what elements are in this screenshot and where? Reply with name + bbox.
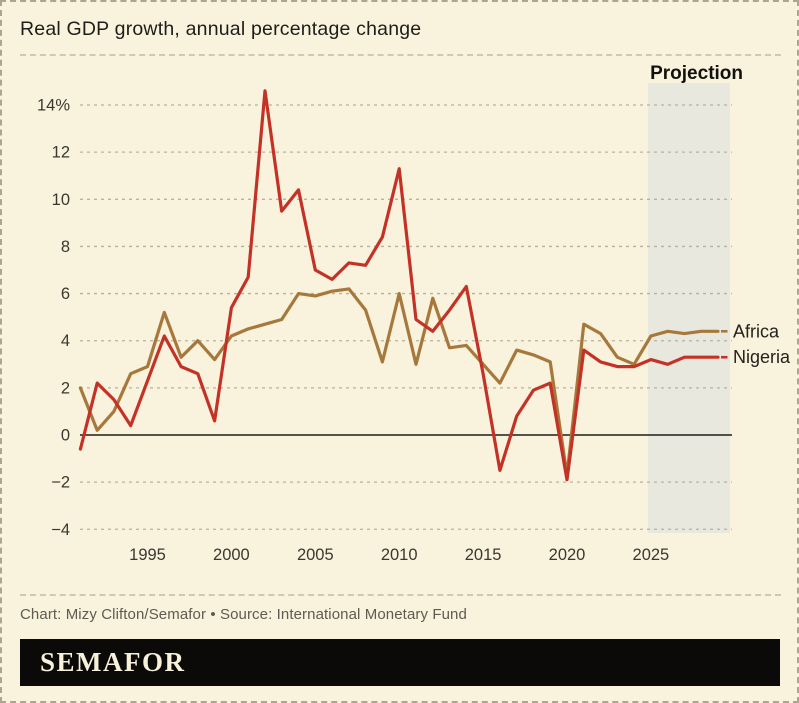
semafor-logo-bar: SEMAFOR — [20, 639, 780, 686]
gdp-growth-line-chart: 14% 12 10 8 6 4 2 0 −2 −4 1995 2000 2005 2010 2015 2020… — [37, 63, 791, 564]
x-tick-label: 2010 — [381, 546, 418, 564]
y-tick-label: 8 — [61, 238, 70, 256]
y-tick-label: 2 — [61, 379, 70, 397]
credit-line: Chart: Mizy Clifton/Semafor • Source: In… — [20, 606, 467, 623]
x-tick-label: 2015 — [465, 546, 502, 564]
x-tick-label: 2000 — [213, 546, 250, 564]
title-divider — [20, 54, 781, 56]
nigeria-line — [78, 89, 720, 482]
projection-band — [647, 83, 731, 533]
y-tick-label: 0 — [61, 427, 70, 445]
x-tick-label: 2025 — [633, 546, 670, 564]
series-label-africa: Africa — [733, 321, 780, 341]
y-tick-label: 14% — [37, 97, 70, 115]
y-tick-label: −4 — [51, 521, 70, 539]
y-tick-label: −2 — [51, 474, 70, 492]
chart-title: Real GDP growth, annual percentage chang… — [20, 18, 422, 40]
y-tick-label: 4 — [61, 332, 70, 350]
series-label-nigeria: Nigeria — [733, 347, 791, 367]
x-tick-label: 2020 — [549, 546, 586, 564]
africa-line — [78, 287, 720, 477]
y-tick-label: 12 — [52, 144, 70, 162]
footer-divider — [20, 594, 781, 596]
y-tick-label: 10 — [52, 191, 70, 209]
semafor-wordmark: SEMAFOR — [40, 647, 186, 677]
x-tick-label: 2005 — [297, 546, 334, 564]
x-tick-label: 1995 — [129, 546, 166, 564]
y-tick-label: 6 — [61, 285, 70, 303]
projection-label: Projection — [650, 63, 743, 84]
